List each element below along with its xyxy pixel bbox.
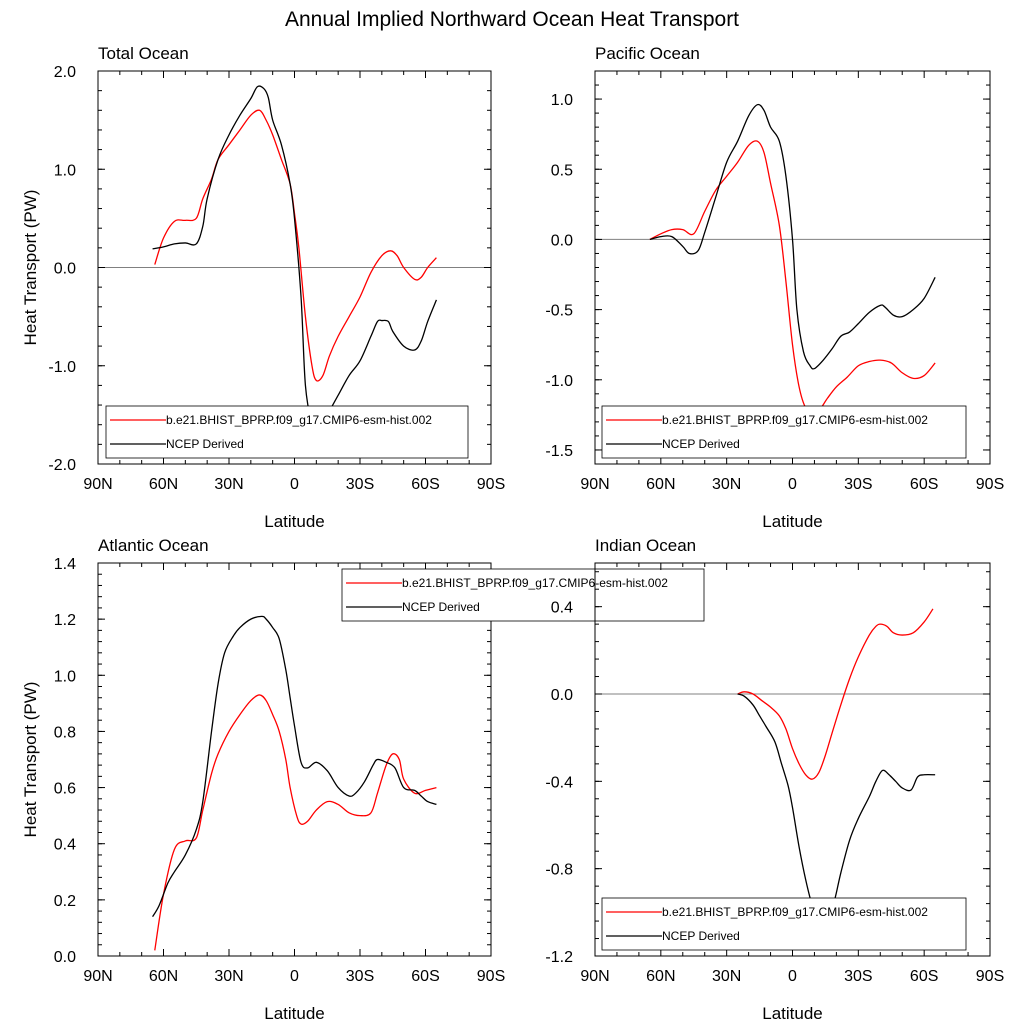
pacific-ocean-ncep-series-line (649, 103, 936, 370)
pacific-ocean-plot-frame (594, 70, 991, 465)
total-ocean-y-tick-label: -2.0 (48, 457, 76, 474)
total-ocean-y-tick-label: 0.0 (54, 261, 76, 278)
indian-ocean-y-tick-label: -0.8 (545, 862, 573, 879)
indian-ocean-x-tick-label: 30S (844, 968, 872, 985)
pacific-ocean-y-tick-label: -1.5 (545, 443, 573, 460)
atlantic-ocean-y-tick-label: 0.8 (54, 724, 76, 741)
atlantic-ocean-model-series-line (154, 694, 437, 951)
total-ocean-y-axis-title: Heat Transport (PW) (21, 190, 40, 346)
total-ocean-y-tick-label: -1.0 (48, 359, 76, 376)
atlantic-ocean-y-tick-label: 0.0 (54, 949, 76, 966)
indian-ocean-legend-box (601, 897, 967, 951)
total-ocean-plot-frame (97, 70, 492, 465)
indian-ocean-panel: Indian Ocean Latitude 90N 60N 30N 0 30S 60S 90S -… (545, 536, 1004, 1023)
atlantic-ocean-legend-label: b.e21.BHIST_BPRP.f09_g17.CMIP6-esm-hist.… (402, 576, 668, 590)
figure-title: Annual Implied Northward Ocean Heat Tran… (285, 8, 739, 31)
total-ocean-y-tick-label: 1.0 (54, 162, 76, 179)
atlantic-ocean-x-axis-title: Latitude (264, 1004, 325, 1023)
pacific-ocean-y-tick-label: 0.0 (551, 232, 573, 249)
pacific-ocean-x-tick-label: 60N (646, 476, 675, 493)
atlantic-ocean-y-tick-label: 0.2 (54, 893, 76, 910)
total-ocean-legend-label: NCEP Derived (166, 437, 244, 451)
indian-ocean-y-tick-label: -1.2 (545, 949, 573, 966)
atlantic-ocean-panel: Atlantic Ocean Heat Transport (PW) Latitud… (21, 536, 705, 1023)
indian-ocean-plot-frame (594, 562, 991, 957)
atlantic-ocean-y-tick-label: 0.6 (54, 781, 76, 798)
atlantic-ocean-ncep-series-line (152, 615, 437, 918)
indian-ocean-x-tick-label: 30N (712, 968, 741, 985)
pacific-ocean-x-tick-label: 90N (580, 476, 609, 493)
total-ocean-legend-label: b.e21.BHIST_BPRP.f09_g17.CMIP6-esm-hist.… (166, 413, 432, 427)
indian-ocean-x-tick-label: 0 (788, 968, 797, 985)
pacific-ocean-y-tick-label: 1.0 (551, 92, 573, 109)
total-ocean-x-tick-label: 90S (477, 476, 505, 493)
atlantic-ocean-legend-box (341, 568, 705, 622)
indian-ocean-x-axis-title: Latitude (762, 1004, 823, 1023)
pacific-ocean-x-tick-label: 90S (976, 476, 1004, 493)
atlantic-ocean-y-tick-label: 1.4 (54, 556, 76, 573)
pacific-ocean-legend: b.e21.BHIST_BPRP.f09_g17.CMIP6-esm-hist.… (601, 405, 967, 459)
total-ocean-x-tick-label: 60S (411, 476, 439, 493)
pacific-ocean-legend-label: NCEP Derived (662, 437, 740, 451)
indian-ocean-x-tick-label: 60N (646, 968, 675, 985)
pacific-ocean-x-axis-title: Latitude (762, 512, 823, 531)
indian-ocean-legend: b.e21.BHIST_BPRP.f09_g17.CMIP6-esm-hist.… (601, 897, 967, 951)
pacific-ocean-x-tick-label: 30N (712, 476, 741, 493)
total-ocean-y-tick-label: 2.0 (54, 64, 76, 81)
atlantic-ocean-y-tick-label: 0.4 (54, 837, 76, 854)
total-ocean-legend: b.e21.BHIST_BPRP.f09_g17.CMIP6-esm-hist.… (105, 405, 469, 459)
total-ocean-legend-box (105, 405, 469, 459)
atlantic-ocean-x-tick-label: 90N (83, 968, 112, 985)
atlantic-ocean-plot-frame (97, 562, 492, 957)
total-ocean-model-series-line (154, 109, 437, 382)
atlantic-ocean-x-tick-label: 30S (346, 968, 374, 985)
total-ocean-x-tick-label: 30S (346, 476, 374, 493)
indian-ocean-y-tick-label: -0.4 (545, 774, 573, 791)
pacific-ocean-x-tick-label: 0 (788, 476, 797, 493)
atlantic-ocean-y-axis-title: Heat Transport (PW) (21, 682, 40, 838)
pacific-ocean-x-tick-label: 60S (910, 476, 938, 493)
atlantic-ocean-x-tick-label: 30N (214, 968, 243, 985)
total-ocean-x-axis-title: Latitude (264, 512, 325, 531)
total-ocean-ncep-series-line (152, 85, 438, 432)
pacific-ocean-panel: Pacific Ocean Latitude 90N 60N 30N 0 30S 60S 90S… (545, 44, 1004, 531)
atlantic-ocean-x-tick-label: 60N (149, 968, 178, 985)
pacific-ocean-y-tick-label: 0.5 (551, 162, 573, 179)
pacific-ocean-y-tick-label: -0.5 (545, 303, 573, 320)
total-ocean-x-tick-label: 0 (290, 476, 299, 493)
indian-ocean-title: Indian Ocean (595, 536, 696, 555)
indian-ocean-model-series-line (737, 608, 934, 780)
atlantic-ocean-legend-label: NCEP Derived (402, 600, 480, 614)
indian-ocean-x-tick-label: 60S (910, 968, 938, 985)
total-ocean-title: Total Ocean (98, 44, 189, 63)
total-ocean-panel: Total Ocean Heat Transport (PW) Latitude 90… (21, 44, 505, 531)
pacific-ocean-y-tick-label: -1.0 (545, 373, 573, 390)
total-ocean-x-tick-label: 30N (214, 476, 243, 493)
indian-ocean-legend-label: b.e21.BHIST_BPRP.f09_g17.CMIP6-esm-hist.… (662, 905, 928, 919)
indian-ocean-x-tick-label: 90N (580, 968, 609, 985)
pacific-ocean-legend-label: b.e21.BHIST_BPRP.f09_g17.CMIP6-esm-hist.… (662, 413, 928, 427)
pacific-ocean-x-tick-label: 30S (844, 476, 872, 493)
total-ocean-x-tick-label: 90N (83, 476, 112, 493)
atlantic-ocean-x-tick-label: 90S (477, 968, 505, 985)
total-ocean-x-tick-label: 60N (149, 476, 178, 493)
atlantic-ocean-x-tick-label: 60S (411, 968, 439, 985)
indian-ocean-y-tick-label: 0.4 (551, 600, 573, 617)
indian-ocean-ncep-series-line (737, 693, 936, 924)
atlantic-ocean-y-tick-label: 1.2 (54, 612, 76, 629)
indian-ocean-legend-label: NCEP Derived (662, 929, 740, 943)
indian-ocean-y-tick-label: 0.0 (551, 687, 573, 704)
atlantic-ocean-y-tick-label: 1.0 (54, 668, 76, 685)
atlantic-ocean-legend: b.e21.BHIST_BPRP.f09_g17.CMIP6-esm-hist.… (341, 568, 705, 622)
pacific-ocean-model-series-line (649, 140, 936, 416)
pacific-ocean-title: Pacific Ocean (595, 44, 700, 63)
indian-ocean-x-tick-label: 90S (976, 968, 1004, 985)
atlantic-ocean-title: Atlantic Ocean (98, 536, 209, 555)
atlantic-ocean-x-tick-label: 0 (290, 968, 299, 985)
pacific-ocean-legend-box (601, 405, 967, 459)
